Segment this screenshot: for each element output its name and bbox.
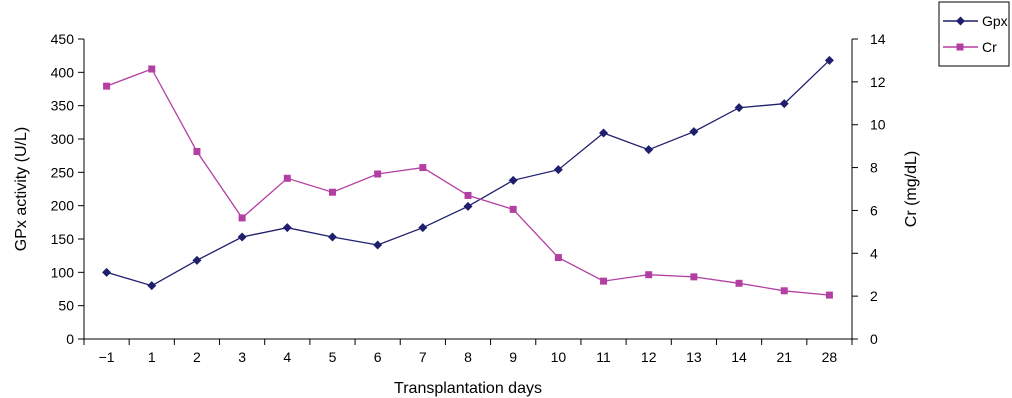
cr-data-point: [103, 82, 111, 90]
x-axis-tick-label: 2: [193, 349, 201, 365]
gpx-data-point: [373, 240, 383, 250]
cr-data-point: [374, 170, 382, 178]
gpx-data-point: [553, 165, 563, 175]
cr-data-point: [645, 271, 653, 279]
right-axis-tick-label: 6: [870, 202, 878, 218]
x-axis-tick-label: 1: [148, 349, 156, 365]
x-axis-tick-label: 21: [776, 349, 792, 365]
gpx-data-point: [237, 232, 247, 242]
gpx-data-point: [192, 255, 202, 265]
gpx-data-point: [463, 201, 473, 211]
legend-gpx-marker: [956, 16, 965, 26]
legend-gpx-label: Gpx: [982, 13, 1008, 29]
x-axis-tick-label: 6: [374, 349, 382, 365]
cr-data-point: [825, 291, 833, 299]
left-axis-tick-label: 450: [51, 31, 75, 47]
left-axis-tick-label: 400: [51, 64, 75, 80]
right-axis-tick-label: 12: [870, 74, 886, 90]
legend-box: [938, 1, 1010, 67]
x-axis-tick-label: 13: [686, 349, 702, 365]
x-axis-tick-label: 11: [596, 349, 611, 365]
x-axis-tick-label: 3: [238, 349, 246, 365]
left-axis-tick-label: 150: [51, 231, 75, 247]
gpx-data-point: [779, 99, 789, 109]
gpx-data-point: [418, 223, 428, 233]
gpx-data-point: [644, 145, 654, 155]
x-axis-tick-label: 9: [509, 349, 517, 365]
gpx-data-point: [147, 281, 157, 291]
gpx-data-point: [508, 175, 518, 185]
right-axis-tick-label: 4: [870, 245, 878, 261]
x-axis-tick-label: 28: [822, 349, 838, 365]
left-axis-title: GPx activity (U/L): [13, 127, 30, 251]
x-axis-tick-label: 14: [731, 349, 747, 365]
gpx-series-line: [106, 59, 830, 287]
x-axis-tick-label: 10: [551, 349, 567, 365]
right-axis-tick-label: 0: [870, 331, 878, 347]
cr-data-point: [735, 279, 743, 287]
right-axis-tick-label: 14: [870, 31, 886, 47]
legend: Gpx Cr: [938, 1, 1010, 67]
gpx-data-point: [689, 127, 699, 137]
cr-data-point: [193, 148, 201, 155]
left-axis-tick-label: 50: [58, 298, 74, 314]
left-axis-tick-label: 0: [66, 331, 74, 347]
cr-data-point: [780, 287, 788, 295]
legend-cr-marker: [956, 43, 964, 51]
left-axis-tick-label: 300: [51, 131, 75, 147]
x-axis-tick-label: 8: [464, 349, 472, 365]
gpx-data-point: [599, 128, 609, 138]
cr-data-point: [148, 65, 156, 73]
x-axis-tick-label: 12: [641, 349, 657, 365]
gpx-data-point: [824, 55, 834, 65]
x-axis-tick-label: −1: [99, 349, 115, 365]
x-axis-tick-label: 5: [329, 349, 337, 365]
legend-cr-label: Cr: [982, 39, 997, 55]
left-axis-tick-label: 100: [51, 264, 75, 280]
gpx-data-point: [282, 223, 292, 233]
cr-data-point: [419, 164, 427, 172]
cr-series-line: [106, 68, 830, 296]
x-axis-tick-label: 4: [283, 349, 291, 365]
cr-data-point: [238, 214, 246, 222]
right-axis-tick-label: 2: [870, 288, 878, 304]
cr-data-point: [509, 205, 517, 213]
cr-data-point: [690, 273, 698, 281]
gpx-data-point: [102, 267, 112, 277]
cr-data-point: [554, 254, 562, 262]
gpx-data-point: [327, 232, 337, 242]
left-y-axis: 0 50 100 150 200 250 300 350 400 450: [51, 31, 85, 347]
gpx-data-point: [734, 103, 744, 113]
cr-data-point: [283, 174, 291, 182]
series-layer: [102, 55, 834, 299]
right-y-axis: 0 2 4 6 8 10 12 14: [851, 31, 886, 347]
cr-data-point: [328, 188, 336, 196]
right-axis-tick-label: 8: [870, 160, 878, 176]
x-axis: −1 1 2 3 4 5 6 7 8 9 10 11 12 13 14 21 28: [83, 338, 853, 365]
right-axis-tick-label: 10: [870, 117, 886, 133]
left-axis-tick-label: 200: [51, 198, 75, 214]
right-axis-title: Cr (mg/dL): [903, 151, 920, 227]
x-axis-title: Transplantation days: [394, 380, 542, 397]
left-axis-tick-label: 350: [51, 98, 75, 114]
cr-data-point: [600, 277, 608, 285]
x-axis-tick-label: 7: [419, 349, 427, 365]
left-axis-tick-label: 250: [51, 164, 75, 180]
cr-data-point: [464, 191, 472, 199]
